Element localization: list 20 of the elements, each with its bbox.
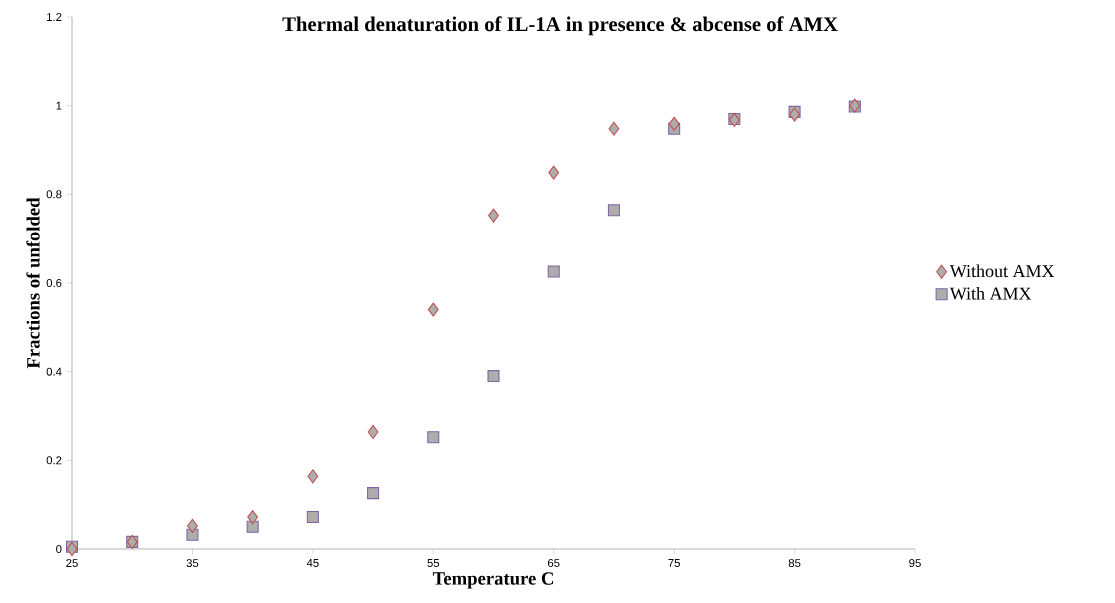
- y-tick-label: 0.2: [46, 456, 62, 465]
- x-tick-label: 85: [788, 559, 801, 568]
- x-tick-label: 55: [427, 559, 440, 567]
- legend-label: With AMX: [949, 287, 1032, 300]
- y-tick-label: 0.6: [46, 278, 62, 287]
- y-tick-label: 0.4: [46, 367, 62, 376]
- x-tick-label: 25: [66, 559, 78, 568]
- y-axis-title: Fractions of unfolded: [26, 197, 40, 369]
- x-tick-label: 45: [306, 559, 319, 567]
- chart-title: Thermal denaturation of IL-1A in presence & abcense of AMX: [282, 16, 838, 36]
- x-tick-label: 35: [186, 559, 199, 568]
- x-tick-label: 65: [548, 559, 560, 568]
- y-tick-label: 0: [56, 544, 62, 553]
- legend-label: Without AMX: [949, 264, 1055, 278]
- x-tick-label: 95: [909, 559, 921, 568]
- x-tick-label: 75: [668, 559, 680, 567]
- y-tick-label: 0.8: [46, 190, 62, 199]
- y-tick-label: 1: [56, 101, 62, 110]
- x-axis-title: Temperature C: [432, 572, 554, 589]
- y-tick-label: 1.2: [47, 13, 62, 21]
